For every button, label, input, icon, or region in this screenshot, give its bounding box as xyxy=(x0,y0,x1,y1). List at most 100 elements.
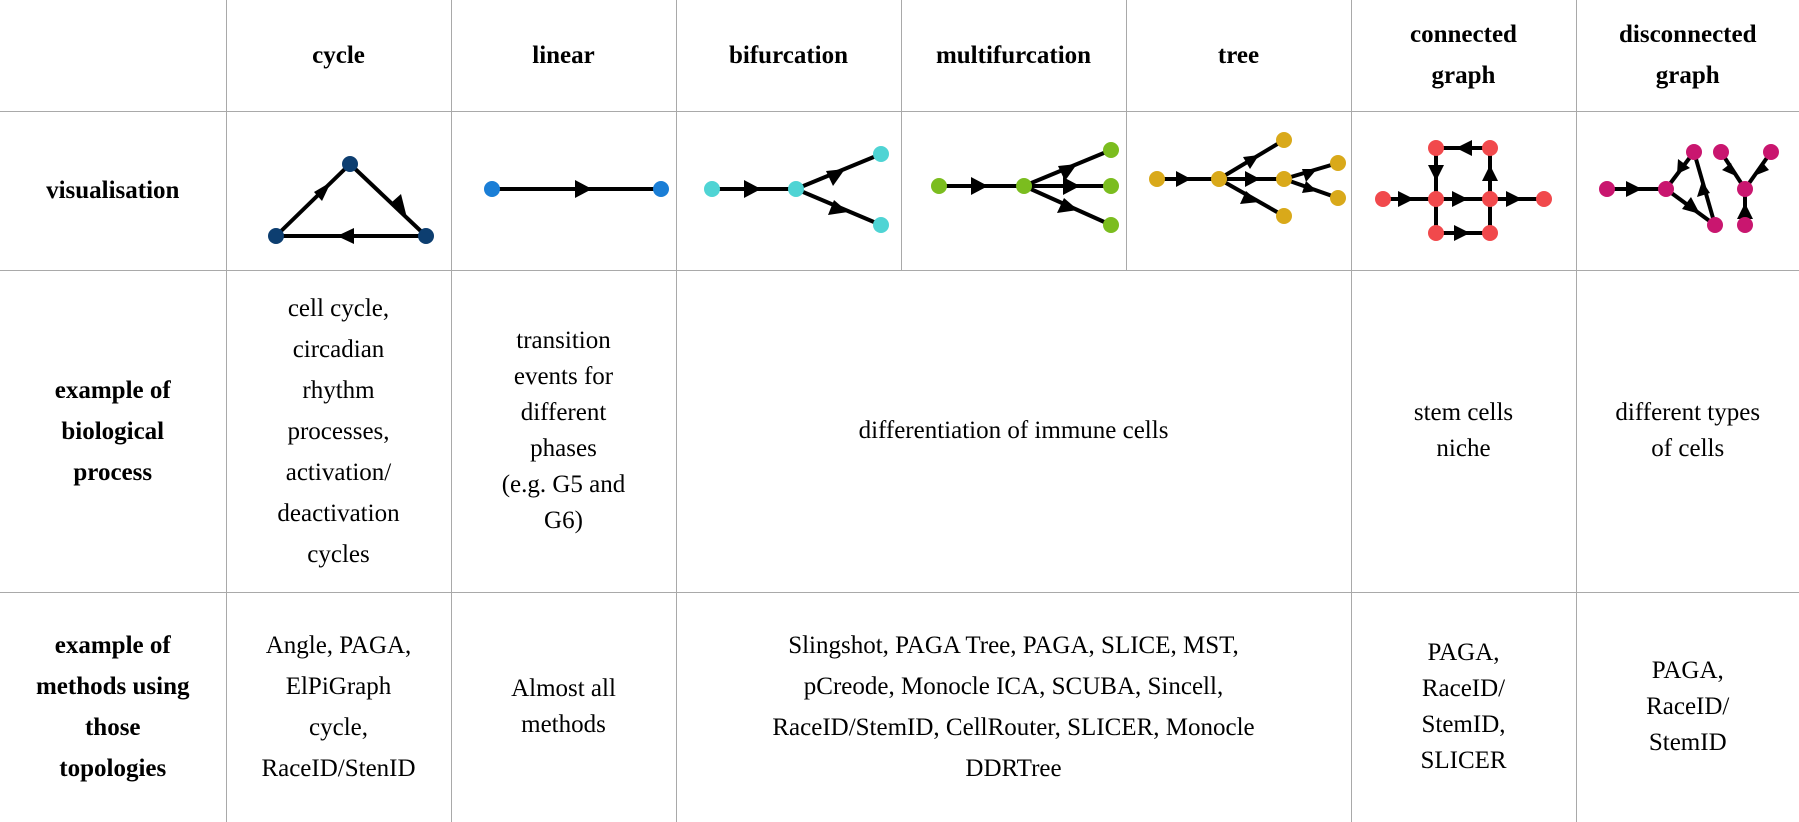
node-circle xyxy=(1736,180,1753,197)
node-circle xyxy=(1148,170,1165,187)
disconnected-graph-methods-list: PAGA, RaceID/ StemID xyxy=(1575,591,1799,822)
edge-arrow-icon xyxy=(1676,158,1690,174)
node-circle xyxy=(1427,224,1444,241)
edge-arrow-icon xyxy=(1244,170,1260,187)
node-circle xyxy=(1481,224,1498,241)
edge-arrow-icon xyxy=(313,181,331,201)
node-circle xyxy=(1685,143,1702,160)
column-header-connected-graph: connected graph xyxy=(1350,0,1577,112)
edge-arrow-icon xyxy=(1062,176,1080,195)
edge-arrow-icon xyxy=(1301,180,1317,193)
node-circle xyxy=(1427,190,1444,207)
cycle-methods-list: Angle, PAGA, ElPiGraph cycle, RaceID/Ste… xyxy=(225,591,452,822)
disconnected-graph-diagram xyxy=(1598,143,1779,233)
edge-arrow-icon xyxy=(1056,197,1078,213)
edge-arrow-icon xyxy=(1301,168,1317,182)
edge-arrow-icon xyxy=(1625,180,1642,197)
node-circle xyxy=(1712,143,1729,160)
edge-arrow-icon xyxy=(1681,196,1700,214)
edge-arrow-icon xyxy=(336,227,354,244)
node-circle xyxy=(1762,143,1779,160)
edge-arrow-icon xyxy=(1239,190,1259,204)
node-circle xyxy=(1275,170,1292,187)
connected-graph-visualisation-cell xyxy=(1350,110,1577,271)
disconnected-graph-biological-example: different types of cells xyxy=(1575,269,1799,593)
corner-cell xyxy=(0,0,227,112)
edge-arrow-icon xyxy=(743,179,761,198)
node-circle xyxy=(417,227,434,244)
edge-arrow-icon xyxy=(1453,224,1470,241)
node-circle xyxy=(930,177,947,194)
edge-arrow-icon xyxy=(1397,190,1414,207)
edge-arrow-icon xyxy=(1481,164,1498,181)
column-header-multifurcation: multifurcation xyxy=(900,0,1127,112)
node-circle xyxy=(872,145,889,162)
edge-arrow-icon xyxy=(1505,190,1522,207)
disconnected-graph-visualisation-cell xyxy=(1575,110,1799,271)
linear-visualisation-cell xyxy=(450,110,677,271)
bifurcation-visualisation-cell xyxy=(675,110,902,271)
node-circle xyxy=(1535,190,1552,207)
connected-graph-methods-list: PAGA, RaceID/ StemID, SLICER xyxy=(1350,591,1577,822)
node-circle xyxy=(1374,190,1391,207)
row-header-biological-process: example of biological process xyxy=(0,269,227,593)
node-circle xyxy=(703,180,720,197)
edge-arrow-icon xyxy=(574,179,592,198)
linear-methods-list: Almost all methods xyxy=(450,591,677,822)
node-circle xyxy=(1329,154,1346,171)
node-circle xyxy=(1275,207,1292,224)
node-circle xyxy=(1598,180,1615,197)
edge-arrow-icon xyxy=(1696,180,1710,197)
header-row: cycle linear bifurcation multifurcation … xyxy=(0,0,1799,112)
column-header-bifurcation: bifurcation xyxy=(675,0,902,112)
column-header-linear: linear xyxy=(450,0,677,112)
node-circle xyxy=(1481,139,1498,156)
node-circle xyxy=(787,180,804,197)
node-circle xyxy=(1102,216,1119,233)
node-circle xyxy=(1706,216,1723,233)
cycle-biological-example: cell cycle, circadian rhythm processes, … xyxy=(225,269,452,593)
edge-arrow-icon xyxy=(1736,202,1753,219)
edge-arrow-icon xyxy=(1451,190,1468,207)
node-circle xyxy=(1427,139,1444,156)
node-circle xyxy=(483,180,500,197)
node-circle xyxy=(1736,216,1753,233)
node-circle xyxy=(1102,141,1119,158)
connected-graph-biological-example: stem cells niche xyxy=(1350,269,1577,593)
edge-arrow-icon xyxy=(1721,162,1736,176)
linear-biological-example: transition events for different phases (… xyxy=(450,269,677,593)
branching-biological-example: differentiation of immune cells xyxy=(675,269,1352,593)
node-circle xyxy=(1657,180,1674,197)
bifurcation-graph-diagram xyxy=(703,145,889,233)
methods-row: example of methods using those topologie… xyxy=(0,591,1799,822)
edge-arrow-icon xyxy=(825,168,845,186)
edge-arrow-icon xyxy=(1175,170,1191,187)
multifurcation-graph-diagram xyxy=(930,141,1119,233)
node-circle xyxy=(652,180,669,197)
tree-graph-diagram xyxy=(1148,131,1346,224)
tree-visualisation-cell xyxy=(1125,110,1352,271)
connected-graph-diagram xyxy=(1374,139,1552,241)
node-circle xyxy=(1275,131,1292,148)
cycle-graph-diagram xyxy=(267,155,434,244)
node-circle xyxy=(341,155,358,172)
edge-arrow-icon xyxy=(1753,162,1769,176)
node-circle xyxy=(1210,170,1227,187)
visualisation-row: visualisation xyxy=(0,110,1799,271)
edge-arrow-icon xyxy=(1427,164,1444,181)
row-header-methods: example of methods using those topologie… xyxy=(0,591,227,822)
branching-methods-list: Slingshot, PAGA Tree, PAGA, SLICE, MST, … xyxy=(675,591,1352,822)
node-circle xyxy=(1329,189,1346,206)
linear-graph-diagram xyxy=(483,179,669,198)
node-circle xyxy=(872,216,889,233)
edge-arrow-icon xyxy=(1242,154,1259,169)
column-header-cycle: cycle xyxy=(225,0,452,112)
node-circle xyxy=(1015,177,1032,194)
node-circle xyxy=(1102,177,1119,194)
column-header-disconnected-graph: disconnected graph xyxy=(1575,0,1799,112)
biological-process-row: example of biological process cell cycle… xyxy=(0,269,1799,593)
edge-arrow-icon xyxy=(1057,163,1077,181)
edge-arrow-icon xyxy=(1455,139,1472,156)
node-circle xyxy=(1481,190,1498,207)
